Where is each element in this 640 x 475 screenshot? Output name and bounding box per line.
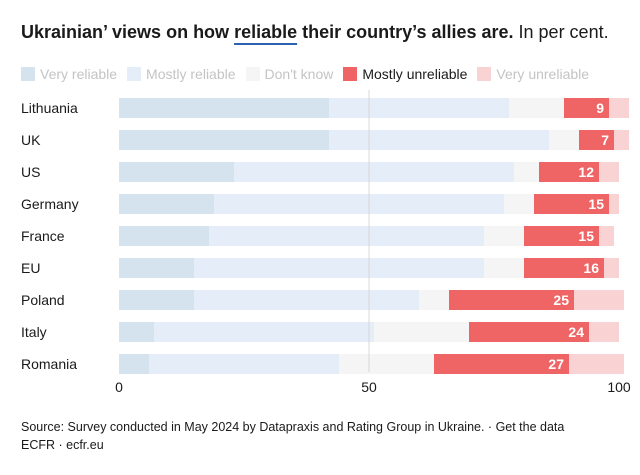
- category-label: UK: [21, 132, 41, 148]
- legend-label: Very reliable: [40, 66, 118, 82]
- bar-segment-very-reliable: [119, 98, 329, 118]
- bar-segment-very-unreliable: [609, 98, 629, 118]
- bar-segment-dont-know: [484, 258, 524, 278]
- category-label: Romania: [21, 356, 77, 372]
- bar-segment-very-unreliable: [604, 258, 619, 278]
- legend-item-mostly-reliable[interactable]: Mostly reliable: [127, 66, 236, 82]
- bar-segment-dont-know: [419, 290, 449, 310]
- legend-swatch: [245, 67, 260, 81]
- category-label: EU: [21, 260, 40, 276]
- title-part2: their country’s allies are.: [297, 22, 514, 42]
- data-label: 15: [578, 228, 594, 244]
- bar-segment-mostly-reliable: [234, 162, 514, 182]
- title-part1: Ukrainian’ views on how: [21, 22, 235, 42]
- x-tick-label: 50: [361, 379, 377, 395]
- category-label: Germany: [21, 196, 79, 212]
- bars-group: [119, 98, 629, 374]
- data-label: 25: [553, 292, 569, 308]
- bar-segment-very-reliable: [119, 162, 234, 182]
- bar-segment-mostly-reliable: [214, 194, 504, 214]
- bar-segment-dont-know: [549, 130, 579, 150]
- bar-segment-very-reliable: [119, 290, 194, 310]
- category-label: Poland: [21, 292, 65, 308]
- bar-segment-mostly-unreliable: [534, 194, 609, 214]
- legend-item-very-reliable[interactable]: Very reliable: [21, 66, 117, 82]
- bar-segment-mostly-unreliable: [469, 322, 589, 342]
- bar-segment-very-unreliable: [599, 162, 619, 182]
- data-label: 7: [601, 132, 609, 148]
- bar-segment-very-reliable: [119, 226, 209, 246]
- chart-title: Ukrainian’ views on how reliable their c…: [21, 22, 609, 43]
- title-highlight: reliable: [234, 22, 298, 42]
- source-note: Source: Survey conducted in May 2024 by …: [21, 420, 564, 434]
- bar-segment-mostly-unreliable: [524, 226, 599, 246]
- data-label: 16: [583, 260, 599, 276]
- data-label: 27: [548, 356, 564, 372]
- bar-chart: Lithuania 9 UK 7 US 12 Germany 15 France 15 EU 16 Po…: [21, 90, 631, 395]
- legend: Very reliable Mostly reliable Don't know Mo…: [21, 66, 599, 82]
- bar-segment-mostly-reliable: [329, 130, 549, 150]
- legend-label: Don't know: [264, 66, 334, 82]
- bar-segment-mostly-unreliable: [449, 290, 574, 310]
- bar-segment-mostly-reliable: [329, 98, 509, 118]
- bar-segment-dont-know: [484, 226, 524, 246]
- legend-swatch: [477, 67, 492, 81]
- legend-swatch: [343, 67, 358, 81]
- legend-item-dont-know[interactable]: Don't know: [245, 66, 334, 82]
- x-tick-label: 100: [607, 379, 631, 395]
- source-text: Source: Survey conducted in May 2024 by …: [21, 420, 485, 434]
- bar-segment-mostly-unreliable: [579, 130, 614, 150]
- legend-item-very-unreliable[interactable]: Very unreliable: [477, 66, 589, 82]
- get-data-link[interactable]: Get the data: [495, 420, 565, 434]
- data-label: 9: [596, 100, 604, 116]
- bar-segment-very-reliable: [119, 130, 329, 150]
- bar-segment-dont-know: [509, 98, 564, 118]
- bar-segment-very-unreliable: [569, 354, 624, 374]
- bar-segment-very-reliable: [119, 258, 194, 278]
- bar-segment-mostly-unreliable: [434, 354, 569, 374]
- category-label: Italy: [21, 324, 47, 340]
- legend-label: Mostly unreliable: [362, 66, 468, 82]
- bar-segment-very-reliable: [119, 194, 214, 214]
- x-tick-label: 0: [115, 379, 123, 395]
- bar-segment-very-unreliable: [614, 130, 629, 150]
- bar-segment-very-unreliable: [574, 290, 624, 310]
- bar-segment-mostly-reliable: [194, 258, 484, 278]
- source-separator: ·: [484, 420, 496, 434]
- legend-label: Mostly reliable: [146, 66, 236, 82]
- bar-segment-dont-know: [504, 194, 534, 214]
- bar-segment-dont-know: [514, 162, 539, 182]
- bar-segment-mostly-reliable: [194, 290, 419, 310]
- bar-segment-very-unreliable: [589, 322, 619, 342]
- data-label: 24: [568, 324, 584, 340]
- bar-segment-mostly-unreliable: [524, 258, 604, 278]
- bar-segment-very-unreliable: [599, 226, 614, 246]
- bar-segment-mostly-reliable: [209, 226, 484, 246]
- bar-segment-very-unreliable: [609, 194, 619, 214]
- category-label: Lithuania: [21, 100, 78, 116]
- legend-label: Very unreliable: [496, 66, 590, 82]
- bar-segment-mostly-unreliable: [564, 98, 609, 118]
- bar-segment-very-reliable: [119, 322, 154, 342]
- data-label: 12: [578, 164, 594, 180]
- category-label: US: [21, 164, 40, 180]
- legend-item-mostly-unreliable[interactable]: Mostly unreliable: [343, 66, 467, 82]
- bar-segment-mostly-reliable: [149, 354, 339, 374]
- title-unit: In per cent.: [513, 22, 609, 42]
- bar-segment-mostly-unreliable: [539, 162, 599, 182]
- legend-swatch: [127, 67, 142, 81]
- category-label: France: [21, 228, 65, 244]
- legend-swatch: [21, 67, 35, 81]
- bar-segment-dont-know: [374, 322, 469, 342]
- bar-segment-very-reliable: [119, 354, 149, 374]
- bar-segment-mostly-reliable: [154, 322, 374, 342]
- credit-line: ECFR · ecfr.eu: [21, 438, 104, 452]
- bar-segment-dont-know: [339, 354, 434, 374]
- data-label: 15: [588, 196, 604, 212]
